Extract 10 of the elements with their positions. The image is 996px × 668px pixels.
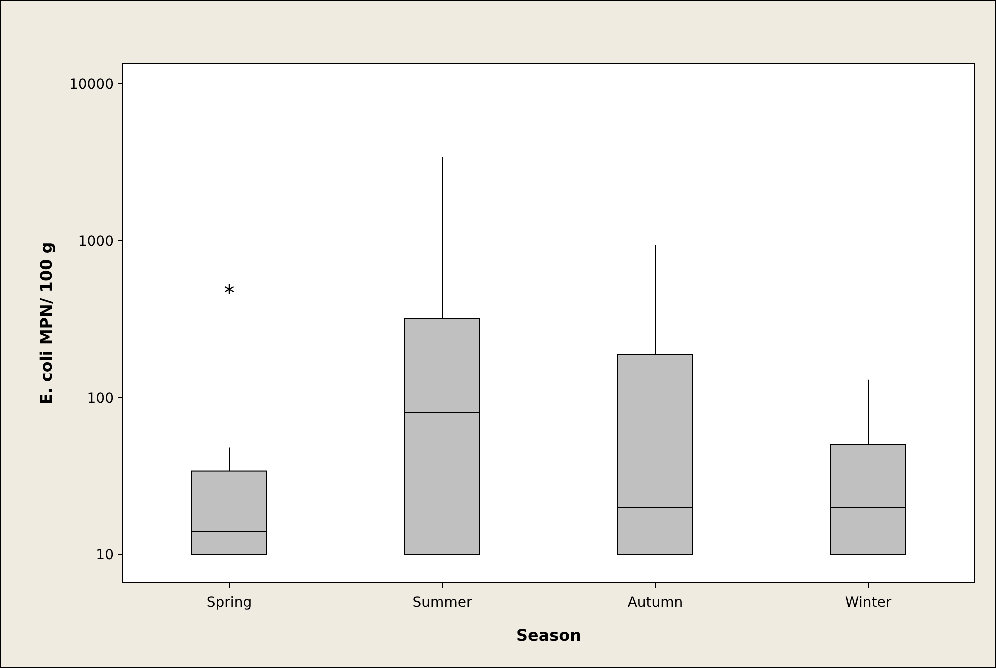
y-axis-title: E. coli MPN/ 100 g: [37, 242, 56, 405]
y-tick-label: 100: [87, 390, 114, 407]
x-tick-label: Spring: [206, 595, 252, 611]
x-tick-label: Summer: [412, 595, 472, 611]
y-tick-label: 10000: [69, 76, 114, 93]
x-axis-title: Season: [516, 626, 582, 645]
y-tick-label: 10: [96, 548, 114, 564]
x-tick-label: Winter: [845, 595, 892, 611]
x-tick-label: Autumn: [628, 595, 684, 611]
y-tick-label: 1000: [78, 234, 114, 250]
